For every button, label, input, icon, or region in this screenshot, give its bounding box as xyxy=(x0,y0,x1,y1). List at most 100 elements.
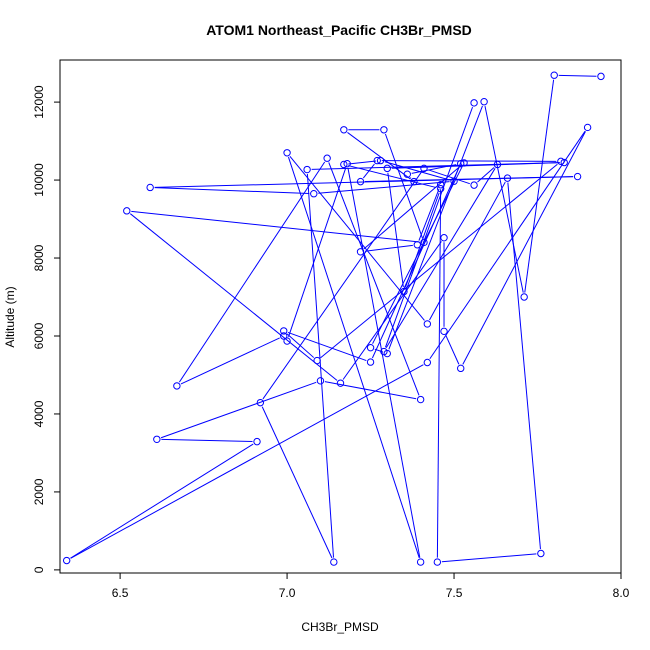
data-point xyxy=(420,164,428,173)
series-segment xyxy=(306,173,335,558)
data-point xyxy=(336,379,345,387)
data-point xyxy=(173,382,181,390)
series-segment xyxy=(286,333,315,358)
data-point xyxy=(356,248,365,256)
data-point xyxy=(423,320,432,328)
data-point xyxy=(440,234,448,242)
data-point xyxy=(280,332,288,340)
data-point xyxy=(416,395,425,404)
data-point xyxy=(340,126,348,134)
series-segment xyxy=(288,167,347,337)
series-segment xyxy=(328,162,420,396)
y-tick-label: 0 xyxy=(32,566,46,573)
series-segment xyxy=(324,381,417,400)
data-point xyxy=(480,98,488,106)
data-point xyxy=(520,293,528,301)
data-point xyxy=(343,159,351,168)
data-point xyxy=(557,157,565,166)
series-segment xyxy=(524,79,555,293)
series-segment xyxy=(365,176,574,183)
series-segment xyxy=(381,160,557,162)
data-point xyxy=(330,558,338,566)
data-point xyxy=(470,99,478,107)
y-tick-label: 4000 xyxy=(32,400,46,427)
series-segment xyxy=(372,166,463,344)
chart-title: ATOM1 Northeast_Pacific CH3Br_PMSD xyxy=(206,22,472,38)
series-segment xyxy=(347,168,421,558)
data-point xyxy=(316,377,325,385)
data-point xyxy=(400,287,408,296)
series-segment xyxy=(428,169,470,185)
data-point xyxy=(560,158,568,167)
series-segment xyxy=(287,156,420,558)
data-point xyxy=(366,358,375,366)
series-segment xyxy=(441,553,537,563)
x-axis: 6.5 7.0 7.5 8.0 xyxy=(112,572,630,600)
series-segment xyxy=(348,160,377,165)
series-segment xyxy=(384,133,423,239)
data-point xyxy=(323,154,331,162)
data-point xyxy=(383,349,391,358)
data-point xyxy=(493,160,502,169)
series-segment xyxy=(418,188,440,241)
series-segment xyxy=(154,187,310,195)
data-point xyxy=(457,159,465,168)
data-point xyxy=(460,159,468,167)
series-segment xyxy=(388,105,483,350)
data-point xyxy=(366,343,375,352)
series-segment xyxy=(347,132,411,180)
series-segment xyxy=(374,348,384,353)
data-point xyxy=(123,207,131,215)
series-segment xyxy=(70,364,424,559)
data-point xyxy=(436,184,445,193)
data-point xyxy=(420,238,428,247)
y-tick-label: 8000 xyxy=(32,244,46,271)
data-point xyxy=(380,126,388,134)
series-segment xyxy=(411,164,457,174)
y-axis: 0 2000 4000 6000 8000 10000 12000 xyxy=(32,85,61,573)
y-tick-label: 6000 xyxy=(32,322,46,349)
series-segment xyxy=(384,106,474,348)
series-layer xyxy=(62,71,605,566)
data-point xyxy=(356,177,365,186)
data-point xyxy=(597,72,605,81)
series-segment xyxy=(262,171,422,400)
series-segment xyxy=(320,163,558,359)
series-segment xyxy=(371,167,460,359)
series-segment xyxy=(387,172,404,288)
series-segment xyxy=(161,438,253,443)
data-point xyxy=(283,149,291,157)
series-segment xyxy=(261,406,333,559)
data-point xyxy=(283,337,291,345)
data-point xyxy=(573,172,582,181)
series-segment xyxy=(129,213,338,381)
series-segment xyxy=(436,189,442,558)
data-point xyxy=(373,156,381,165)
data-point xyxy=(303,165,311,174)
data-point xyxy=(383,164,391,173)
data-point xyxy=(403,170,411,178)
series-segment xyxy=(362,163,375,179)
x-tick-label: 8.0 xyxy=(613,586,630,600)
series-segment xyxy=(391,162,560,169)
series-segment xyxy=(429,130,586,360)
data-point xyxy=(550,71,558,79)
series-segment xyxy=(70,443,254,559)
data-point xyxy=(537,549,545,558)
series-segment xyxy=(180,337,280,385)
series-segment xyxy=(429,181,506,321)
series-segment xyxy=(289,155,425,321)
x-tick-label: 6.5 xyxy=(112,586,129,600)
data-point xyxy=(470,181,478,189)
data-point xyxy=(340,160,348,169)
y-tick-label: 12000 xyxy=(32,85,46,119)
series-segment xyxy=(160,381,317,439)
data-point xyxy=(280,327,288,335)
series-segment xyxy=(342,241,442,380)
series-segment xyxy=(409,177,412,179)
data-point xyxy=(62,556,71,565)
data-point xyxy=(153,435,161,443)
data-point xyxy=(413,241,422,249)
series-segment xyxy=(178,161,326,383)
